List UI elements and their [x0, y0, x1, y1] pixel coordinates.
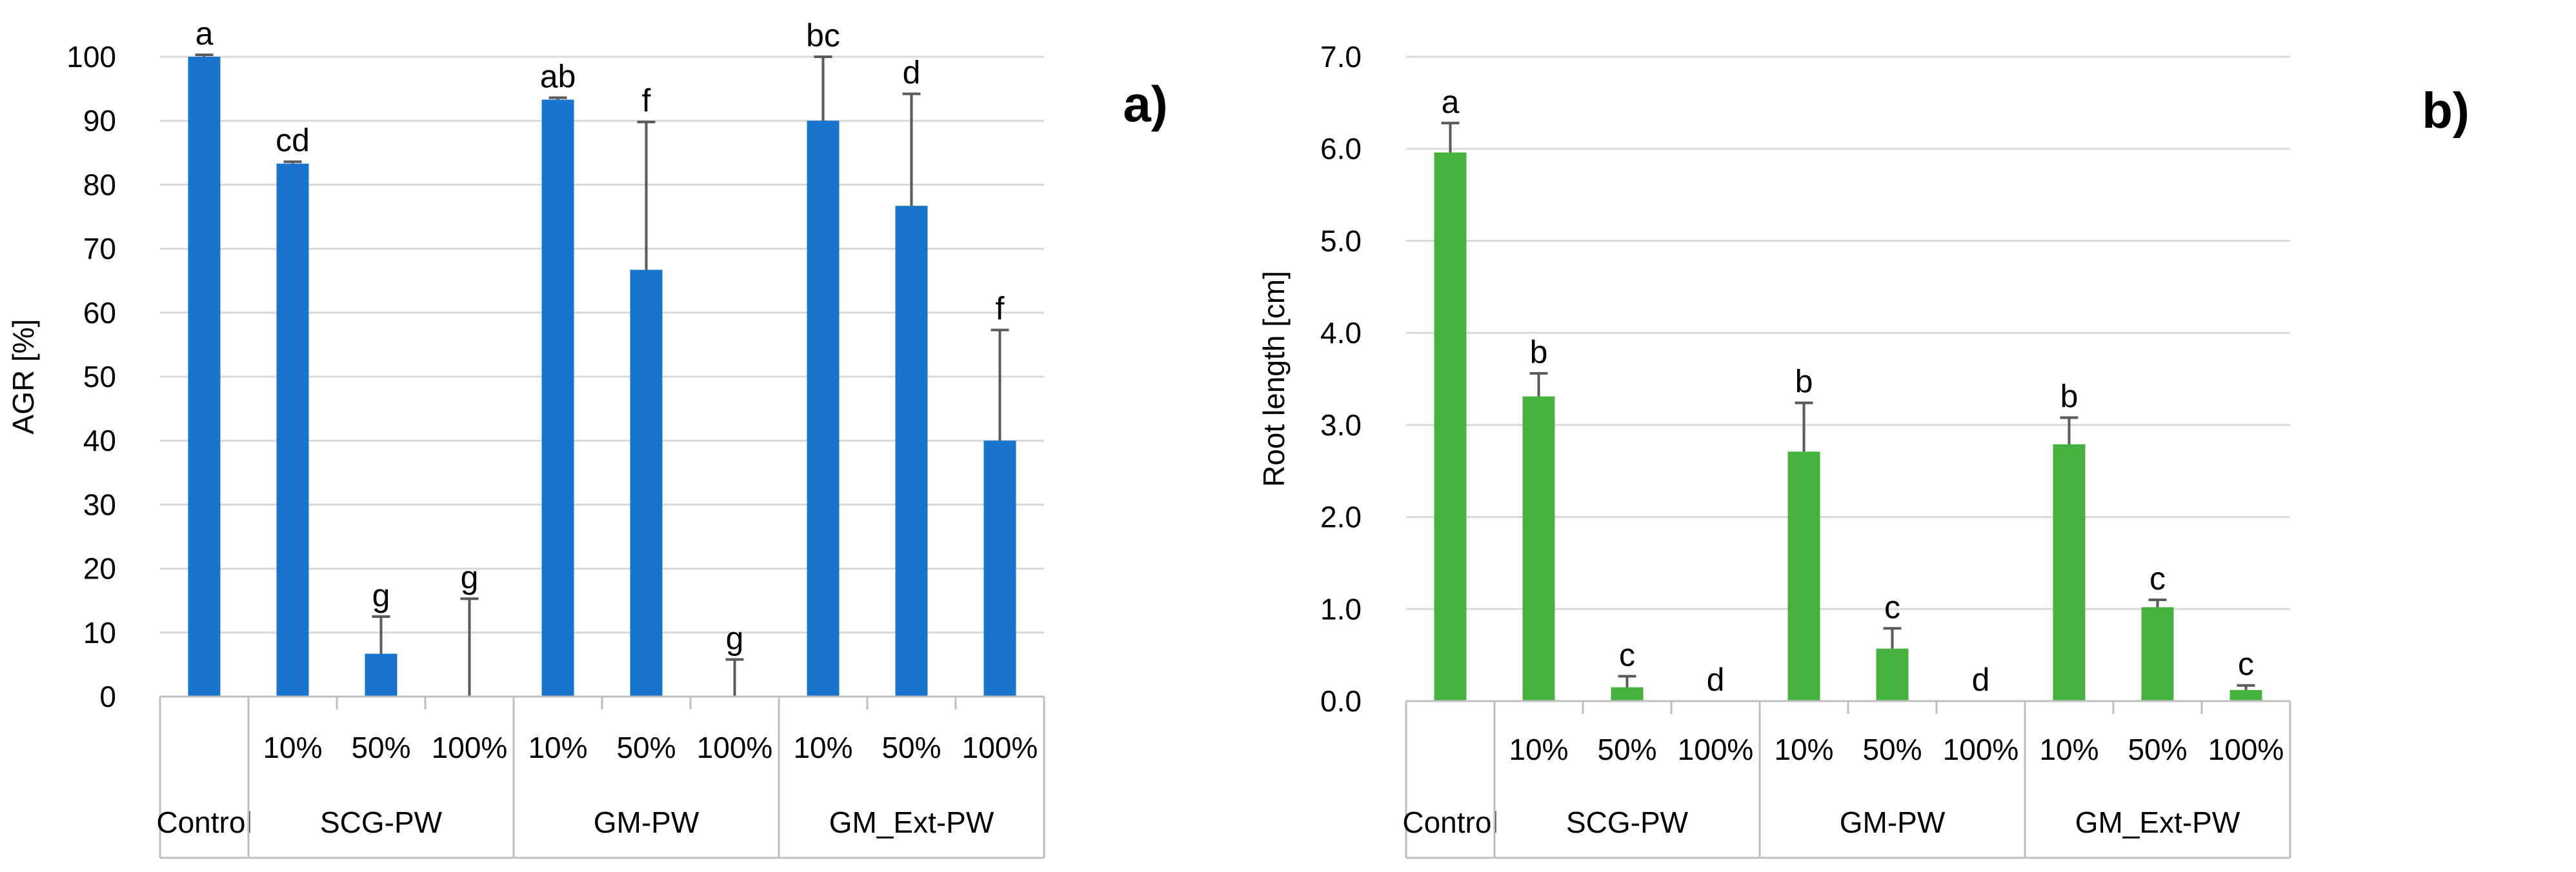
panel-a-ylabel: AGR [%]	[6, 319, 40, 435]
panel-a-ytick-label: 80	[83, 168, 116, 201]
panel-a-ytick-label: 100	[66, 40, 116, 74]
panel-b-significance-label: c	[2149, 560, 2166, 597]
panel-a-ytick-label: 70	[83, 232, 116, 266]
panel-b-significance-label: b	[1795, 364, 1813, 400]
panel-a-xtick-label: 10%	[793, 731, 852, 764]
panel-b-xtick-label: 100%	[1943, 733, 2019, 766]
panel-b-xtick-label: 10%	[1509, 733, 1568, 766]
panel-a-significance-label: g	[372, 577, 390, 613]
panel-b-group-label: SCG-PW	[1566, 806, 1689, 839]
panel-a-bar-gm-pw-10pct	[541, 99, 574, 697]
panel-a-ytick-label: 40	[83, 424, 116, 457]
panel-b-xtick-label: 10%	[1774, 733, 1833, 766]
panel-b-significance-label: c	[1619, 637, 1635, 673]
panel-a-bar-scg-pw-10pct	[276, 163, 309, 697]
panel-a-bar-gm-ext-pw-100pct	[983, 441, 1016, 697]
panel-b-significance-label: d	[1707, 662, 1725, 698]
panel-b-significance-label: c	[1884, 589, 1900, 625]
panel-a-xtick-label: 50%	[616, 731, 676, 764]
panel-b-bar-control	[1434, 152, 1467, 701]
panel-a-xtick-label: 50%	[351, 731, 410, 764]
panel-a-significance-label: f	[996, 291, 1005, 327]
panel-b-ytick-label: 4.0	[1320, 316, 1362, 350]
panel-a-xtick-label: 100%	[432, 731, 508, 764]
panel-a-ytick-label: 30	[83, 488, 116, 521]
panel-b-bar-gm-ext-pw-100pct	[2229, 689, 2262, 701]
panel-a-xtick-label: 100%	[697, 731, 773, 764]
panel-b-significance-label: b	[2060, 378, 2078, 414]
panel-b-group-label: GM-PW	[1840, 806, 1946, 839]
panel-b-xtick-label: 100%	[2208, 733, 2284, 766]
panel-a-xtick-label: 50%	[881, 731, 941, 764]
panel-a-ytick-label: 50	[83, 360, 116, 393]
panel-a-bar-gm-ext-pw-10pct	[807, 121, 840, 697]
panel-b-group-label: Control	[1402, 806, 1498, 839]
panel-a-significance-label: bc	[806, 17, 840, 54]
panel-b-bar-gm-ext-pw-10pct	[2053, 444, 2086, 701]
panel-a-group-label: Control	[156, 806, 252, 839]
panel-a-bar-gm-pw-50pct	[630, 270, 663, 697]
panel-a-significance-label: d	[903, 55, 921, 91]
panel-b-ytick-label: 7.0	[1320, 40, 1362, 74]
panel-a-ytick-label: 20	[83, 552, 116, 586]
panel-b-xtick-label: 50%	[1862, 733, 1922, 766]
panel-b-ytick-label: 6.0	[1320, 132, 1362, 166]
panel-b-ytick-label: 5.0	[1320, 224, 1362, 257]
panel-b-group-label: GM_Ext-PW	[2075, 806, 2240, 839]
panel-a-bar-control	[188, 57, 221, 697]
panel-a-significance-label: ab	[540, 58, 576, 94]
panel-b-bar-scg-pw-50pct	[1611, 687, 1644, 701]
panel-b-ylabel: Root length [cm]	[1257, 271, 1291, 487]
panel-b-bar-scg-pw-10pct	[1522, 396, 1555, 701]
panel-b-ytick-label: 2.0	[1320, 500, 1362, 534]
panel-b-significance-label: c	[2238, 646, 2254, 682]
panel-a-bar-scg-pw-50pct	[365, 653, 397, 697]
panel-a-significance-label: a	[196, 15, 214, 52]
panel-b-ytick-label: 3.0	[1320, 408, 1362, 442]
panel-a-xtick-label: 10%	[263, 731, 322, 764]
panel-b-significance-label: a	[1442, 84, 1460, 120]
panel-a-xtick-label: 100%	[962, 731, 1038, 764]
panel-b-xtick-label: 10%	[2039, 733, 2098, 766]
panel-a-significance-label: f	[642, 83, 651, 119]
panel-b-significance-label: d	[1972, 662, 1990, 698]
panel-b-bar-gm-ext-pw-50pct	[2141, 607, 2174, 701]
panel-a-significance-label: g	[726, 620, 744, 656]
panel-b-xtick-label: 100%	[1678, 733, 1754, 766]
panel-b-bar-gm-pw-50pct	[1876, 648, 1909, 701]
panel-a-xtick-label: 10%	[528, 731, 587, 764]
panel-b-xtick-label: 50%	[2128, 733, 2187, 766]
panel-a-group-label: GM-PW	[594, 806, 699, 839]
panel-a-bar-gm-ext-pw-50pct	[895, 206, 928, 697]
panel-a-title: a)	[1123, 75, 1167, 132]
panel-a-group-label: GM_Ext-PW	[829, 806, 994, 839]
panel-a-ytick-label: 60	[83, 296, 116, 330]
panel-a-ytick-label: 90	[83, 104, 116, 137]
panel-a-significance-label: cd	[276, 123, 310, 159]
panel-b-significance-label: b	[1530, 334, 1548, 370]
panel-b-xtick-label: 50%	[1597, 733, 1656, 766]
panel-a-significance-label: g	[461, 559, 479, 595]
panel-b-bar-gm-pw-10pct	[1787, 451, 1820, 701]
panel-a-ytick-label: 0	[99, 680, 116, 713]
panel-b-ytick-label: 1.0	[1320, 592, 1362, 626]
panel-b-title: b)	[2422, 82, 2470, 139]
panel-a-ytick-label: 10	[83, 616, 116, 649]
panel-a-group-label: SCG-PW	[320, 806, 443, 839]
panel-b-ytick-label: 0.0	[1320, 684, 1362, 718]
